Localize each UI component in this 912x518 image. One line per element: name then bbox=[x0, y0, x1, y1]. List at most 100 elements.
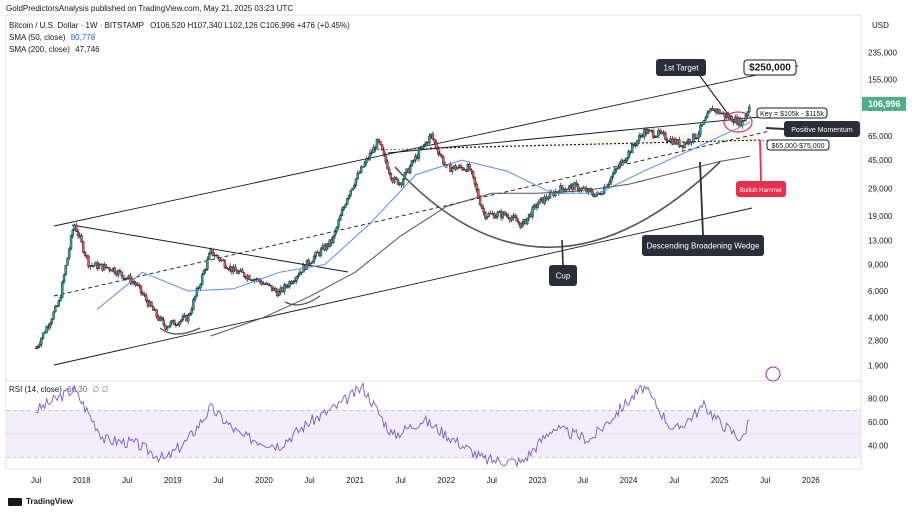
sma200-value: 47,746 bbox=[75, 45, 100, 54]
rsi-legend[interactable]: RSI (14, close) 66.30 ∅ ∅ bbox=[9, 385, 109, 394]
candle-body bbox=[80, 235, 83, 242]
candle-body bbox=[55, 305, 59, 308]
candle-body bbox=[346, 198, 349, 205]
candle-body bbox=[314, 251, 317, 257]
x-tick-label: Jul bbox=[31, 476, 41, 485]
candle-body bbox=[702, 120, 706, 125]
candle-body bbox=[152, 306, 155, 311]
candle-body bbox=[59, 297, 62, 302]
candle-body bbox=[575, 182, 578, 185]
candle-body bbox=[192, 299, 195, 310]
candle-body bbox=[473, 176, 477, 185]
candle-body bbox=[700, 124, 704, 126]
candle-body bbox=[218, 257, 221, 261]
sma200-legend[interactable]: SMA (200, close) 47,746 bbox=[9, 45, 100, 54]
y-tick-label: 6,000 bbox=[868, 287, 889, 296]
candle-body bbox=[394, 177, 398, 180]
candle-body bbox=[223, 260, 227, 268]
candle-body bbox=[436, 148, 440, 154]
candle-body bbox=[471, 170, 475, 178]
first-target-text: 1st Target bbox=[664, 64, 700, 73]
resistance-line bbox=[71, 224, 349, 273]
left-cup-curve bbox=[159, 327, 201, 335]
candle-body bbox=[332, 235, 335, 244]
rsi-extra: ∅ ∅ bbox=[92, 385, 109, 394]
candle-body bbox=[353, 185, 356, 189]
candle-body bbox=[655, 135, 658, 138]
candle-body bbox=[155, 309, 158, 317]
candle-body bbox=[461, 167, 464, 171]
candle-body bbox=[561, 185, 564, 189]
candle-body bbox=[195, 287, 199, 297]
candle-body bbox=[566, 188, 569, 191]
last-price-label: 106,996 bbox=[868, 99, 901, 109]
candle-body bbox=[141, 292, 144, 295]
candle-body bbox=[538, 199, 541, 205]
bullish-hammer-box bbox=[736, 181, 786, 197]
candle-body bbox=[139, 285, 143, 293]
positive-momentum-text: Positive Momentum bbox=[791, 127, 853, 134]
candle-body bbox=[470, 169, 473, 172]
channel-upper-line bbox=[53, 65, 799, 227]
candle-body bbox=[66, 257, 69, 266]
candle-body bbox=[211, 248, 214, 256]
candle-body bbox=[335, 226, 338, 232]
symbol-line: Bitcoin / U.S. Dollar · 1W · BITSTAMP O1… bbox=[9, 21, 350, 30]
candle-body bbox=[706, 112, 709, 118]
candle-body bbox=[311, 261, 314, 264]
candle-body bbox=[396, 178, 400, 185]
y-tick-label: 1,900 bbox=[868, 362, 889, 371]
candle-body bbox=[260, 281, 263, 285]
channel-mid-dashed-line bbox=[53, 130, 771, 297]
candle-body bbox=[526, 217, 529, 225]
y-tick-label: 155,000 bbox=[868, 76, 897, 85]
lightning-icon bbox=[765, 366, 781, 382]
candle-body bbox=[718, 109, 721, 115]
main-pane[interactable] bbox=[5, 14, 862, 382]
candle-body bbox=[484, 212, 487, 219]
x-tick-label: 2018 bbox=[73, 476, 91, 485]
candle-body bbox=[186, 314, 190, 322]
tradingview-footer[interactable]: TradingView bbox=[8, 497, 73, 506]
candle-body bbox=[206, 259, 209, 270]
hammer-pointer bbox=[759, 139, 762, 182]
candle-body bbox=[494, 216, 498, 219]
candle-body bbox=[627, 150, 630, 159]
key-range-box bbox=[756, 107, 828, 119]
candle-body bbox=[503, 211, 506, 215]
target-250k-box bbox=[743, 59, 797, 76]
bullish-hammer-text: Bullish Hammer bbox=[740, 188, 782, 194]
candle-body bbox=[295, 276, 298, 281]
candle-body bbox=[356, 172, 359, 179]
cup-pointer bbox=[561, 239, 564, 266]
y-tick-label: 9,000 bbox=[868, 261, 889, 270]
candle-body bbox=[545, 196, 548, 200]
sma200-line bbox=[210, 155, 751, 337]
candle-body bbox=[576, 183, 580, 191]
candle-body bbox=[312, 256, 316, 263]
sma50-label: SMA (50, close) bbox=[9, 33, 66, 42]
candle-body bbox=[375, 139, 379, 150]
candle-body bbox=[337, 220, 340, 228]
candle-body bbox=[45, 326, 48, 333]
symbol-title: Bitcoin / U.S. Dollar · 1W · BITSTAMP bbox=[9, 21, 144, 30]
rsi-line bbox=[35, 381, 750, 467]
cup-box bbox=[549, 265, 577, 286]
candle-body bbox=[117, 270, 120, 276]
candle-body bbox=[531, 206, 534, 217]
candle-body bbox=[200, 274, 204, 285]
x-tick-label: 2026 bbox=[802, 476, 820, 485]
candle-body bbox=[197, 287, 200, 289]
sma50-legend[interactable]: SMA (50, close) 80,778 bbox=[9, 33, 95, 42]
rsi-label: RSI (14, close) bbox=[9, 385, 62, 394]
candle-body bbox=[487, 212, 491, 217]
candle-body bbox=[190, 309, 193, 314]
candle-body bbox=[76, 231, 80, 237]
candle-body bbox=[590, 190, 594, 195]
x-tick-label: 2021 bbox=[346, 476, 364, 485]
candle-body bbox=[68, 248, 71, 258]
candle-body bbox=[547, 198, 550, 200]
candle-body bbox=[450, 167, 454, 172]
right-cup-curve bbox=[284, 295, 321, 306]
